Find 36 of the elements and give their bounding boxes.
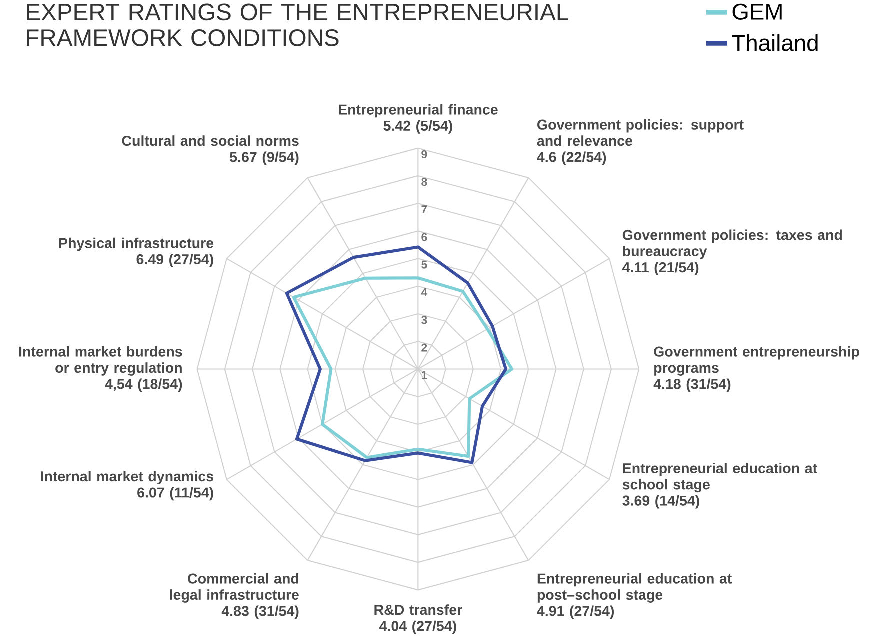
spoke-label: Entrepreneurial finance <box>338 104 498 118</box>
spoke-label: Internal market dynamics <box>41 471 214 484</box>
spoke-label: Internal market burdens or entry regulation <box>19 346 182 376</box>
y-tick-label: 5 <box>422 260 428 269</box>
text: 4.11 (21/54) <box>622 262 699 276</box>
legend-label: Thailand <box>732 34 818 52</box>
text: 4.6 (22/54) <box>537 152 606 166</box>
text: 4.91 (27/54) <box>537 606 614 620</box>
text: 6.07 (11/54) <box>138 487 214 501</box>
text: 6.49 (27/54) <box>136 254 214 268</box>
y-tick-label: 1 <box>422 371 428 380</box>
text: 4.04 (27/54) <box>380 620 456 634</box>
spoke-label: Entrepreneurial education at school stage <box>622 463 818 493</box>
y-tick-label: 4 <box>421 288 428 296</box>
text: 3.69 (14/54) <box>622 495 700 509</box>
spoke-label: Cultural and social norms <box>122 136 299 146</box>
spoke-label: Physical infrastructure <box>59 238 214 252</box>
text: 4.18 (31/54) <box>654 378 731 392</box>
spoke-label: Commercial and legal infrastructure <box>170 573 299 603</box>
y-tick-label: 6 <box>422 233 428 242</box>
text: 4.83 (31/54) <box>222 606 299 620</box>
spoke-label: Government policies: taxes and bureaucracy <box>622 230 842 260</box>
y-tick-label: 2 <box>422 344 428 352</box>
y-tick-label: 3 <box>422 316 428 324</box>
spoke-label: Government entrepreneurship programs <box>654 346 860 376</box>
y-tick-label: 9 <box>422 150 428 159</box>
y-tick-label: 7 <box>422 206 428 214</box>
spoke-label: Government policies: support and relevance <box>537 119 744 146</box>
y-tick-label: 8 <box>422 178 428 186</box>
spoke-label: R&D transfer <box>374 604 462 616</box>
text: 5.42 (5/54) <box>384 120 452 134</box>
legend-label: GEM <box>732 4 782 20</box>
text: 5.67 (9/54) <box>230 152 299 166</box>
chart-title: EXPERT RATINGS OF THE ENTREPRENEURIAL FRAMEWORK CONDITIONS <box>27 4 568 46</box>
text: 4,54 (18/54) <box>105 378 182 392</box>
spoke-label: Entrepreneurial education at post–school stage <box>538 573 732 603</box>
